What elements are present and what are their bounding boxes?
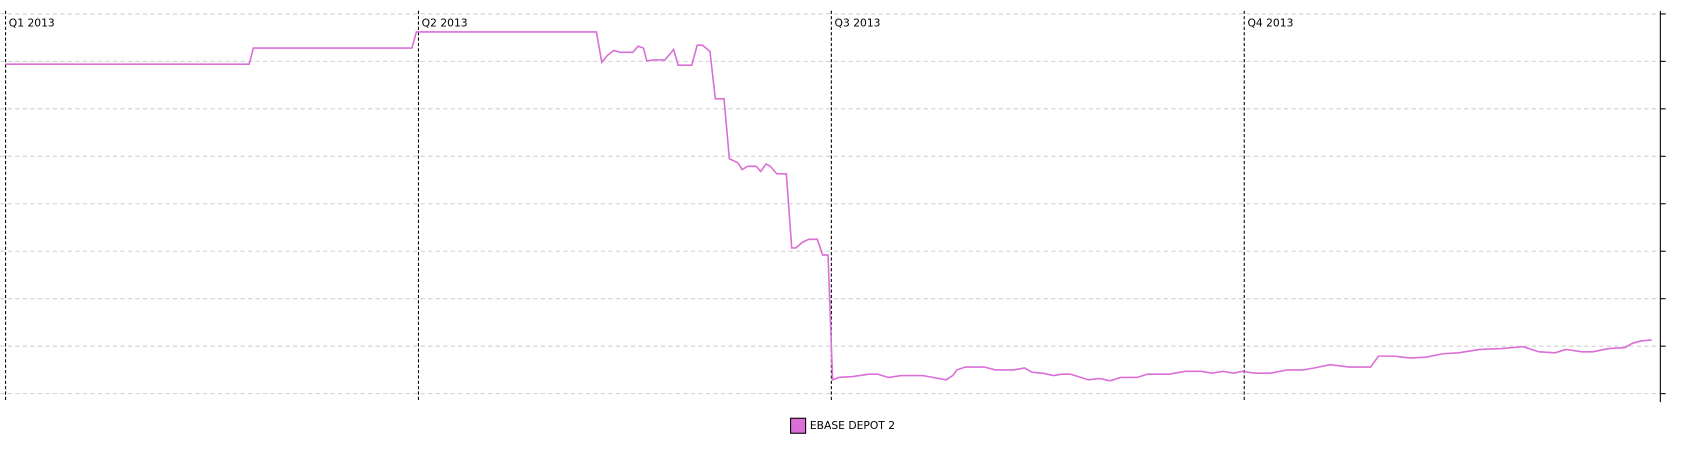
legend-swatch bbox=[790, 417, 807, 434]
x-tick-label: Q2 2013 bbox=[422, 17, 468, 30]
legend-label: EBASE DEPOT 2 bbox=[810, 419, 895, 432]
x-tick-label: Q1 2013 bbox=[9, 17, 55, 30]
x-tick-label: Q4 2013 bbox=[1247, 17, 1293, 30]
series-line bbox=[5, 31, 1652, 382]
x-tick-label: Q3 2013 bbox=[835, 17, 881, 30]
